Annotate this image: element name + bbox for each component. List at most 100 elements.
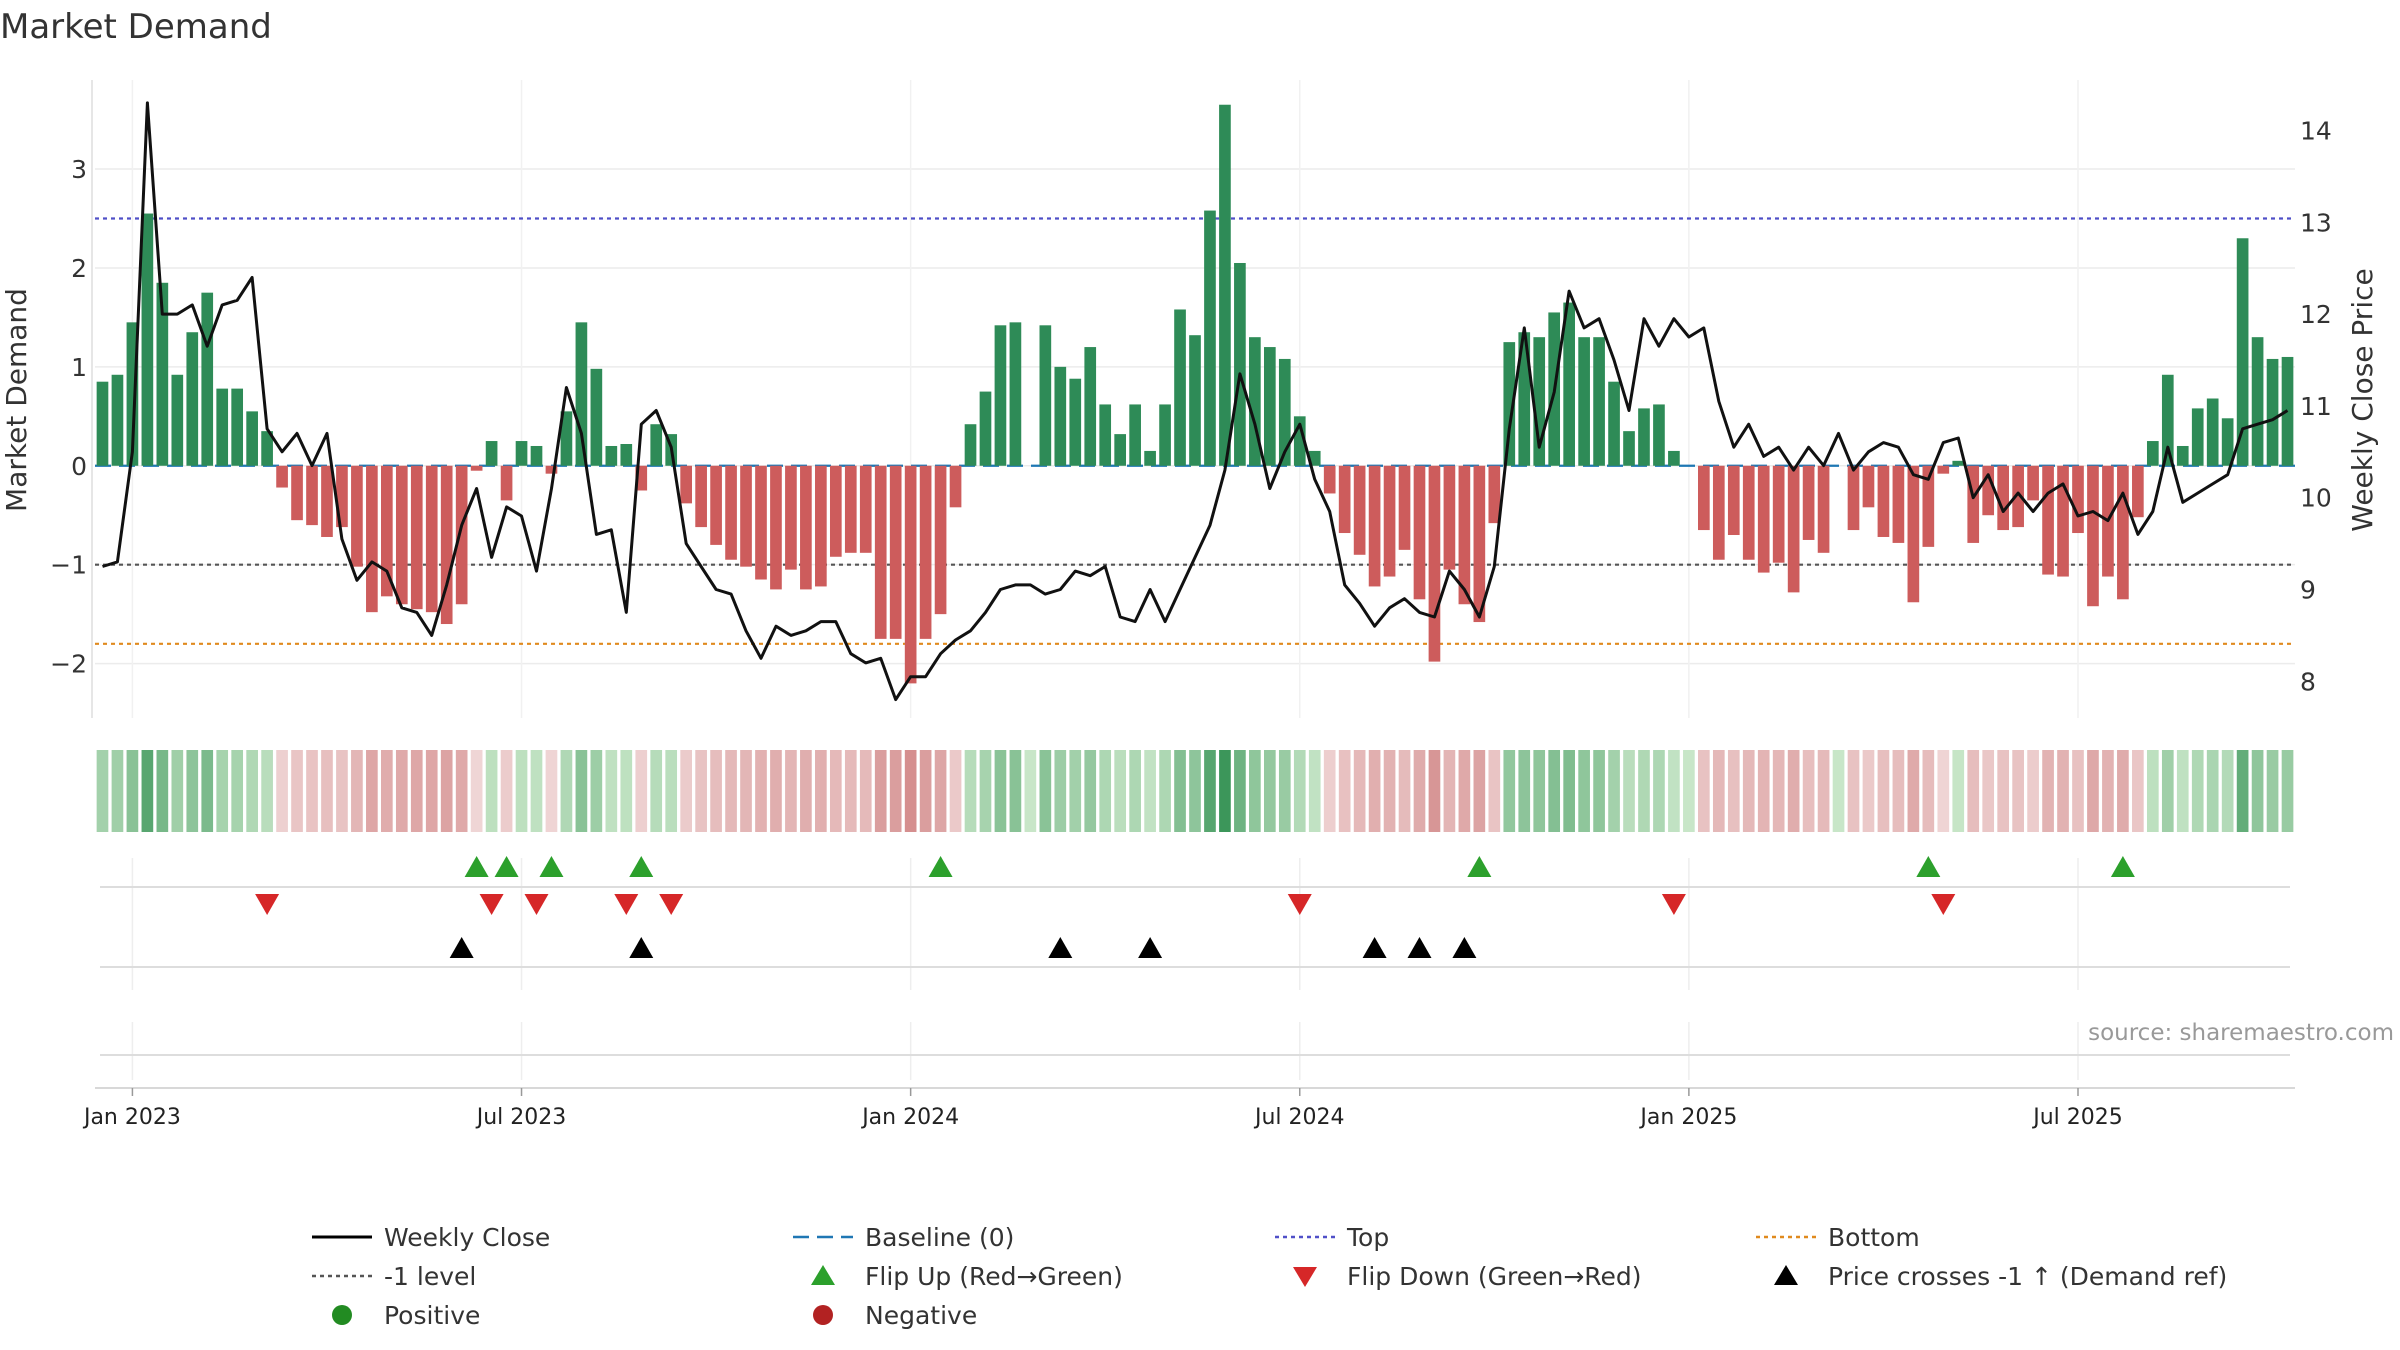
demand-bar [2176, 445, 2189, 466]
demand-bar [2236, 238, 2249, 466]
strip-cell [1802, 750, 1815, 832]
strip-cell [1383, 750, 1396, 832]
strip-cell [1623, 750, 1635, 832]
y-tick-label-right: 13 [2300, 208, 2332, 237]
strip-cell [1922, 750, 1935, 832]
strip-cell [261, 750, 273, 832]
strip-cell [2266, 750, 2279, 832]
demand-bar [1772, 465, 1785, 563]
strip-cell [1787, 750, 1800, 832]
demand-bar [1742, 465, 1755, 560]
price-line-layer [102, 101, 2289, 702]
strip-cell [141, 750, 154, 832]
strip-cell [919, 750, 932, 832]
strip-cell [1668, 750, 1680, 832]
demand-bar [1249, 337, 1261, 466]
demand-bar [1174, 309, 1186, 466]
strip-cell [740, 750, 752, 832]
strip-cell [1683, 750, 1695, 832]
demand-bar [216, 388, 229, 466]
y-tick-label-right: 8 [2300, 667, 2316, 696]
strip-cell [351, 750, 363, 832]
y-tick-label-left: −1 [50, 551, 87, 580]
strip-cell [1727, 750, 1740, 832]
strip-cell [1488, 750, 1501, 832]
strip-cell [1428, 750, 1441, 832]
strip-cell [844, 750, 857, 832]
demand-bar [276, 465, 288, 488]
demand-bar [1338, 465, 1351, 534]
demand-bar [770, 465, 782, 590]
demand-bar [1817, 465, 1830, 553]
demand-bar [2072, 465, 2084, 534]
x-tick-label: Jan 2025 [1638, 1105, 1737, 1130]
strip-cell [1937, 750, 1950, 832]
strip-cell [156, 750, 169, 832]
demand-bar [755, 465, 767, 580]
strip-cell [770, 750, 782, 832]
strip-cell [1159, 750, 1171, 832]
demand-bar [2266, 358, 2279, 466]
strip-cell [590, 750, 603, 832]
demand-bar [1757, 465, 1770, 573]
strip-cell [650, 750, 663, 832]
price-cross-marker [1407, 937, 1432, 958]
demand-bar [1967, 465, 1980, 543]
demand-bar [1922, 465, 1935, 547]
strip-cell [725, 750, 737, 832]
demand-bar [1323, 465, 1336, 494]
strip-cell [1653, 750, 1665, 832]
demand-bar [1308, 450, 1321, 466]
legend-triangle-down-swatch [1293, 1267, 1317, 1287]
demand-bar [560, 411, 573, 466]
strip-cell [2117, 750, 2129, 832]
strip-cell [560, 750, 573, 832]
legend-label: Price crosses -1 ↑ (Demand ref) [1828, 1262, 2227, 1291]
flip-down-marker [255, 894, 280, 915]
strip-cell [186, 750, 199, 832]
demand-bar [111, 374, 124, 466]
x-tick-label: Jul 2025 [2031, 1105, 2123, 1130]
strip-cell [500, 750, 513, 832]
strip-cell [605, 750, 618, 832]
demand-bar [2161, 374, 2174, 466]
demand-bar [141, 213, 154, 466]
strip-cell [620, 750, 633, 832]
strip-cell [934, 750, 947, 832]
demand-bar [1712, 465, 1725, 560]
demand-bar [2057, 465, 2069, 577]
demand-bar [2027, 465, 2039, 501]
demand-bar [680, 465, 692, 504]
strip-cell [246, 750, 258, 832]
demand-bar [2146, 441, 2159, 466]
demand-bar [1653, 404, 1665, 466]
demand-bar [171, 374, 184, 466]
y-tick-label-left: 0 [71, 452, 87, 481]
strip-cell [1189, 750, 1201, 832]
y-axis-label-right: Weekly Close Price [2346, 268, 2379, 531]
strip-cell [1278, 750, 1291, 832]
strip-cell [1174, 750, 1186, 832]
strip-cell [1548, 750, 1561, 832]
demand-bar [1263, 347, 1276, 466]
strip-cell [485, 750, 498, 832]
strip-cell [2176, 750, 2189, 832]
demand-bar [321, 465, 333, 537]
price-cross-marker [1452, 937, 1477, 958]
demand-bar [815, 465, 827, 587]
demand-bar [1473, 465, 1486, 623]
demand-bar [1443, 465, 1456, 570]
strip-cell [126, 750, 139, 832]
strip-cell [1832, 750, 1845, 832]
legend-circle-swatch [813, 1305, 833, 1325]
strip-cell [1204, 750, 1216, 832]
y-tick-label-left: 3 [71, 155, 87, 184]
strip-cell [2042, 750, 2054, 832]
strip-cell [680, 750, 692, 832]
demand-bar [425, 465, 438, 613]
demand-bar [1877, 465, 1890, 537]
strip-cell [336, 750, 348, 832]
demand-bar [291, 465, 303, 521]
strip-cell [1877, 750, 1890, 832]
